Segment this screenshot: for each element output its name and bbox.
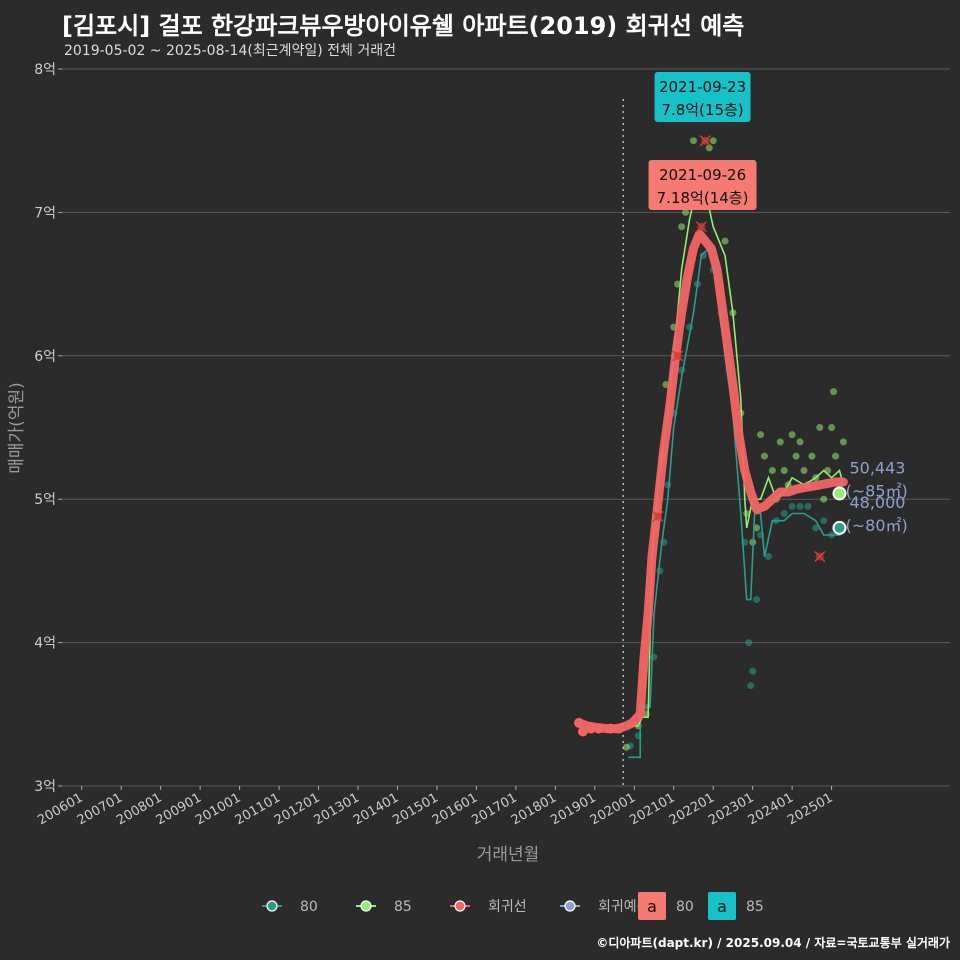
regression-marker	[574, 717, 585, 728]
data-point-80	[804, 502, 812, 510]
y-tick-label: 6억	[34, 349, 56, 365]
end-point-marker	[832, 486, 847, 501]
annotation-price: 7.8억(15층)	[661, 101, 743, 119]
legend-label-text: 80	[676, 899, 694, 915]
outlier-x	[695, 221, 707, 233]
data-point-85	[830, 388, 838, 396]
end-label-value: 50,443	[849, 458, 905, 477]
data-point-85	[800, 467, 808, 475]
y-tick-labels: 3억 4억 5억 6억 7억 8억	[34, 62, 62, 795]
end-label-value: 48,000	[849, 493, 905, 512]
legend-label-glyph: a	[647, 897, 657, 916]
legend-label-text: 85	[746, 899, 764, 915]
data-point-80	[788, 502, 796, 510]
data-point-80	[812, 524, 820, 532]
regression-marker	[605, 723, 616, 734]
data-point-85	[788, 431, 796, 439]
end-label-area: (~80㎡)	[845, 516, 907, 535]
legend-label-glyph: a	[717, 897, 727, 916]
chart-subtitle: 2019-05-02 ~ 2025-08-14(최근계약일) 전체 거래건	[64, 43, 396, 59]
regression-layer	[574, 229, 848, 737]
regression-marker	[585, 723, 596, 734]
data-point-80	[664, 481, 672, 489]
data-point-85	[808, 452, 816, 460]
data-point-85	[780, 467, 788, 475]
legend-key-80	[266, 900, 278, 912]
data-point-85	[753, 524, 761, 532]
legend-label: 80	[300, 899, 318, 915]
y-tick-label: 4억	[34, 636, 56, 652]
data-point-85	[828, 424, 836, 431]
x-tick-label: 202501	[785, 790, 835, 828]
legend-label: 85	[394, 899, 412, 915]
outlier-x	[672, 350, 684, 362]
outlier-x	[652, 510, 664, 522]
data-point-85	[792, 452, 800, 460]
data-point-85	[816, 424, 824, 431]
outlier-markers	[652, 135, 826, 563]
y-tick-label: 5억	[34, 492, 56, 508]
data-point-85	[705, 144, 713, 152]
data-point-85	[768, 467, 776, 475]
data-point-85	[682, 208, 690, 216]
legend-label: 회귀예측	[598, 899, 650, 915]
data-point-85	[709, 137, 717, 145]
y-axis-label: 매매가(억원)	[7, 382, 27, 473]
x-axis-label: 거래년월	[477, 845, 540, 865]
legend-key-85	[360, 900, 372, 912]
data-point-80	[747, 682, 755, 690]
data-point-85	[622, 743, 630, 751]
legend-key-회귀예측	[564, 900, 576, 912]
end-label-area: (~85㎡)	[845, 481, 907, 500]
grid-lines	[62, 68, 950, 787]
outlier-x	[814, 551, 826, 563]
data-point-85	[824, 467, 832, 475]
annotation-price: 7.18억(14층)	[657, 189, 749, 207]
data-point-85	[689, 137, 697, 145]
regression-marker	[593, 723, 604, 734]
data-point-85	[757, 431, 765, 439]
end-point-marker	[832, 520, 847, 535]
y-tick-label: 8억	[34, 62, 56, 78]
data-point-80	[749, 667, 757, 675]
annotation-box-teal	[654, 72, 751, 122]
chart-title: [김포시] 걸포 한강파크뷰우방아이유쉘 아파트(2019) 회귀선 예측	[62, 12, 745, 40]
annotation-date: 2021-09-23	[659, 78, 746, 96]
regression-marker	[613, 723, 624, 734]
outlier-x	[699, 135, 711, 147]
data-point-85	[761, 452, 769, 460]
y-tick-label: 7억	[34, 205, 56, 221]
data-point-80	[753, 596, 761, 604]
data-point-85	[678, 223, 686, 231]
data-point-80	[656, 567, 664, 575]
x-tick-labels: 2006012007012008012009012010012011012012…	[35, 786, 836, 828]
data-point-80	[780, 510, 788, 518]
data-point-85	[721, 237, 729, 245]
legend-label-box-80	[638, 892, 666, 920]
data-point-80	[796, 502, 804, 510]
end-points: 50,443 (~85㎡)48,000 (~80㎡)	[832, 458, 908, 535]
annotation-date: 2021-09-26	[659, 166, 746, 184]
data-point-80	[745, 639, 753, 647]
data-point-85	[839, 438, 847, 446]
annotations: 2021-09-23 7.8억(15층) 2021-09-26 7.18억(14층)	[648, 72, 757, 210]
data-point-85	[796, 438, 804, 446]
legend-key-회귀선	[454, 900, 466, 912]
data-point-80	[764, 553, 772, 561]
y-tick-label: 3억	[34, 779, 56, 795]
legend-label: 회귀선	[488, 899, 527, 915]
legend-label-box-85	[708, 892, 736, 920]
data-point-85	[776, 438, 784, 446]
data-point-85	[662, 380, 670, 388]
credit-text: ©디아파트(dapt.kr) / 2025.09.04 / 자료=국토교통부 실…	[596, 936, 950, 950]
data-point-80	[820, 517, 828, 525]
regression-line	[574, 229, 848, 734]
data-point-85	[832, 452, 840, 460]
regression-marker	[577, 726, 588, 737]
data-point-85	[820, 495, 828, 503]
annotation-box-red	[648, 160, 757, 210]
